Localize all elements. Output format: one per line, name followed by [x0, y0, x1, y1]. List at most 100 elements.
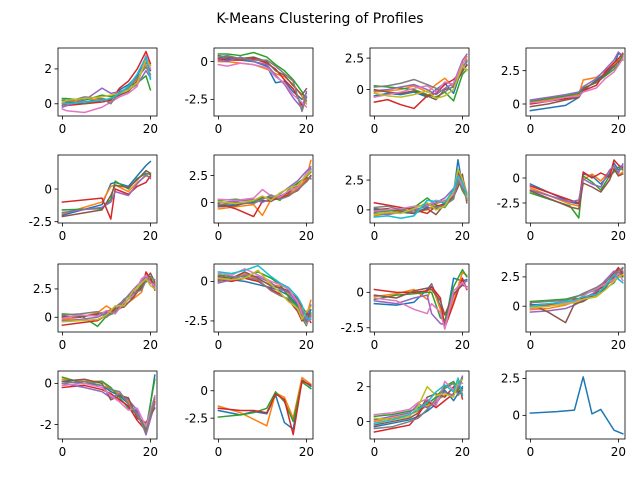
y-tick-label: 0	[200, 384, 208, 398]
subplot-10: 0 20 0 -2.5	[185, 263, 314, 352]
x-tick-label: 20	[299, 229, 314, 243]
x-tick-label: 0	[215, 229, 223, 243]
x-tick-label: 0	[371, 229, 379, 243]
subplot-16: 0 20 2.5 0	[501, 370, 626, 459]
x-tick-label: 0	[371, 122, 379, 136]
y-tick-label: -2.5	[185, 314, 208, 328]
series-line-8	[217, 275, 312, 324]
series-group	[217, 51, 308, 113]
axes-frame	[369, 154, 470, 224]
series-group	[373, 268, 468, 330]
x-tick-label: 0	[527, 445, 535, 459]
series-line-4	[373, 170, 468, 215]
series-line-8	[61, 380, 156, 434]
series-line-10	[373, 174, 468, 219]
series-line-9	[373, 378, 464, 421]
y-tick-label: 0	[512, 171, 520, 185]
x-tick-label: 20	[143, 445, 158, 459]
subplot-3: 0 20 2.5 0	[345, 47, 470, 136]
series-line-2	[217, 272, 312, 317]
y-tick-label: -2.5	[497, 196, 520, 210]
axes-frame	[213, 47, 314, 117]
y-tick-label: 2.5	[501, 372, 520, 386]
series-line-4	[61, 384, 156, 432]
y-tick-label: 2.5	[345, 51, 364, 65]
series-group	[61, 374, 156, 436]
series-line-6	[373, 284, 468, 316]
series-line-9	[373, 168, 468, 216]
y-tick-label: 0	[356, 203, 364, 217]
x-tick-label: 20	[143, 338, 158, 352]
x-tick-label: 0	[59, 229, 67, 243]
series-line-7	[529, 57, 624, 104]
series-line-9	[217, 170, 312, 205]
series-line-7	[373, 281, 468, 330]
series-line-9	[61, 277, 156, 323]
axes-frame	[369, 370, 470, 440]
axes-frame	[369, 263, 470, 333]
axes-frame	[213, 370, 314, 440]
axes-frame	[525, 154, 626, 224]
x-tick-label: 0	[215, 338, 223, 352]
series-line-5	[529, 162, 624, 203]
series-line-3	[529, 53, 624, 103]
series-line-4	[61, 174, 152, 220]
series-group	[529, 266, 624, 324]
x-tick-label: 0	[215, 122, 223, 136]
figure-title: K-Means Clustering of Profiles	[216, 11, 423, 27]
y-tick-label: 0	[200, 196, 208, 210]
x-tick-label: 20	[455, 122, 470, 136]
x-tick-label: 0	[527, 122, 535, 136]
x-tick-label: 0	[59, 338, 67, 352]
series-line-3	[217, 51, 308, 102]
y-tick-label: 0	[44, 377, 52, 391]
series-line-1	[529, 162, 624, 205]
series-line-7	[373, 58, 468, 98]
y-tick-label: 2.5	[501, 270, 520, 284]
series-line-10	[373, 377, 464, 425]
x-tick-label: 20	[299, 338, 314, 352]
axes-frame	[525, 47, 626, 117]
series-line-9	[61, 59, 152, 104]
y-tick-label: 0	[44, 311, 52, 325]
axes-frame	[213, 263, 314, 333]
series-line-10	[529, 273, 624, 308]
x-tick-label: 20	[299, 122, 314, 136]
series-group	[217, 264, 312, 327]
series-group	[373, 159, 468, 219]
series-line-1	[529, 376, 624, 435]
x-tick-label: 20	[455, 445, 470, 459]
y-tick-label: 0	[44, 97, 52, 111]
series-line-4	[373, 277, 468, 329]
x-tick-label: 20	[611, 445, 626, 459]
series-line-7	[61, 382, 156, 428]
x-tick-label: 20	[455, 229, 470, 243]
series-group	[373, 375, 464, 433]
y-tick-label: -2.5	[185, 411, 208, 425]
series-line-9	[373, 64, 468, 100]
x-tick-label: 20	[455, 338, 470, 352]
series-line-9	[217, 269, 312, 321]
subplot-13: 0 20 0 -2	[40, 370, 158, 459]
series-line-6	[529, 168, 624, 210]
y-tick-label: 0	[44, 182, 52, 196]
series-line-5	[61, 382, 156, 436]
x-tick-label: 20	[143, 229, 158, 243]
axes-frame	[213, 154, 314, 224]
y-tick-label: 0	[356, 83, 364, 97]
subplot-11: 0 20 0 -2.5	[341, 263, 470, 352]
x-tick-label: 0	[215, 445, 223, 459]
y-tick-label: -2.5	[341, 321, 364, 335]
series-line-10	[61, 55, 152, 105]
subplot-4: 0 20 0 2.5	[501, 47, 626, 136]
y-tick-label: -2.5	[29, 215, 52, 229]
x-tick-label: 20	[299, 445, 314, 459]
y-tick-label: -2	[40, 418, 52, 432]
subplot-6: 0 20 0 2.5	[189, 154, 314, 243]
x-tick-label: 0	[527, 229, 535, 243]
subplot-5: 0 20 0 -2.5	[29, 154, 158, 243]
x-tick-label: 0	[371, 338, 379, 352]
x-tick-label: 0	[59, 445, 67, 459]
